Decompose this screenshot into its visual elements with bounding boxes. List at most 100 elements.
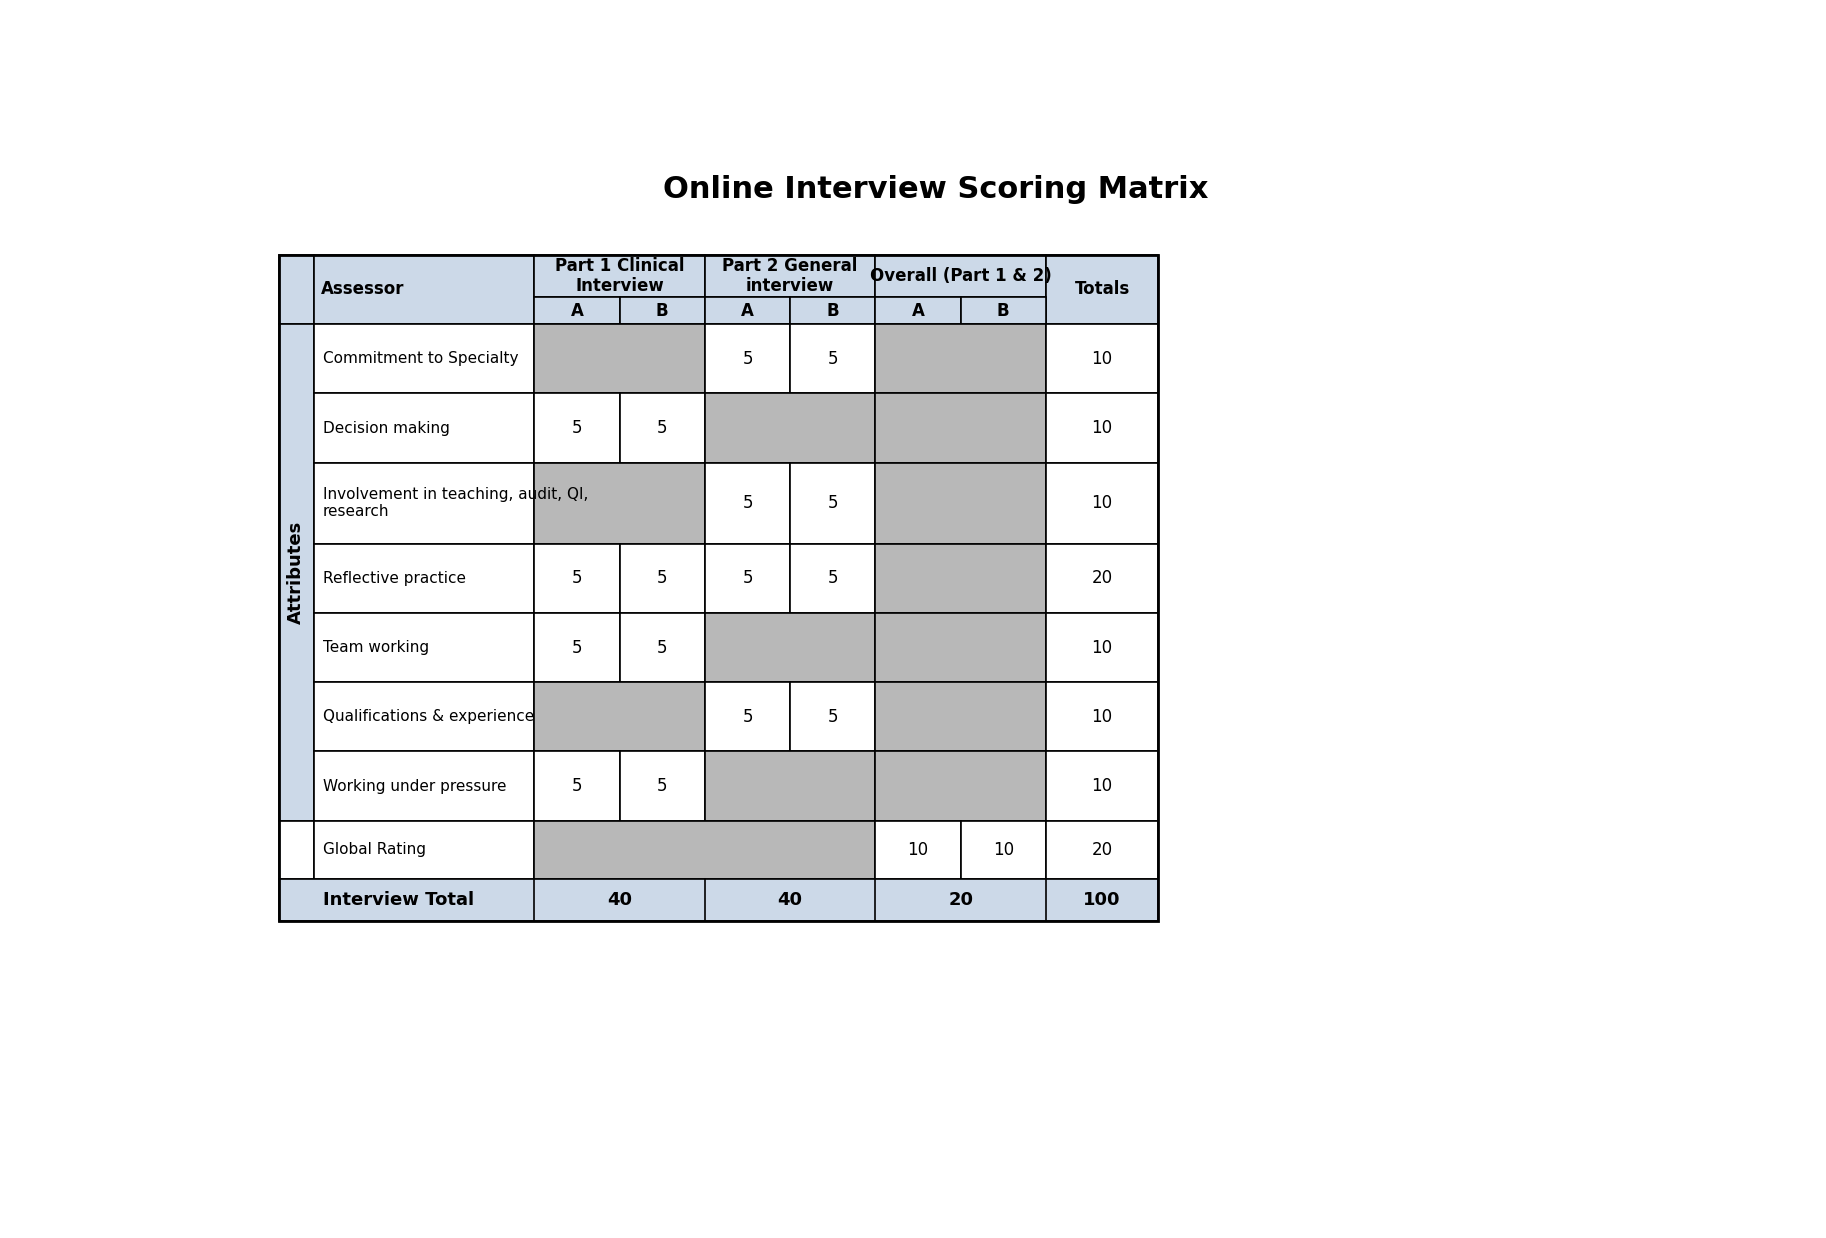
Bar [960, 297, 1046, 324]
Bar [875, 394, 1046, 463]
Bar [535, 324, 705, 394]
Text: 10: 10 [993, 841, 1013, 859]
Text: B: B [997, 302, 1010, 319]
Bar [960, 821, 1046, 879]
Text: 100: 100 [1083, 890, 1121, 909]
Bar [279, 821, 314, 879]
Bar [705, 682, 791, 751]
Text: Online Interview Scoring Matrix: Online Interview Scoring Matrix [663, 175, 1209, 204]
Bar [705, 255, 875, 297]
Text: 5: 5 [657, 569, 668, 587]
Text: B: B [827, 302, 840, 319]
Bar [619, 297, 705, 324]
Bar [875, 682, 1046, 751]
Bar [619, 394, 705, 463]
Bar [1046, 751, 1158, 821]
Text: 5: 5 [572, 777, 582, 795]
Bar [279, 255, 314, 324]
Bar [314, 751, 535, 821]
Bar [705, 463, 791, 543]
Text: 5: 5 [827, 494, 838, 513]
Text: 10: 10 [908, 841, 929, 859]
Bar [1046, 463, 1158, 543]
Bar [279, 879, 1158, 921]
Bar [791, 682, 875, 751]
Bar [705, 543, 791, 613]
Text: Reflective practice: Reflective practice [323, 571, 466, 586]
Text: 5: 5 [657, 777, 668, 795]
Text: 5: 5 [572, 420, 582, 437]
Bar [535, 682, 705, 751]
Text: 40: 40 [778, 890, 803, 909]
Bar [791, 543, 875, 613]
Bar [535, 613, 619, 682]
Bar [535, 255, 705, 297]
Bar [791, 463, 875, 543]
Text: Working under pressure: Working under pressure [323, 779, 506, 794]
Text: 5: 5 [741, 350, 752, 368]
Bar [1046, 821, 1158, 879]
Bar [314, 543, 535, 613]
Bar [705, 297, 791, 324]
Bar [705, 751, 875, 821]
Text: Global Rating: Global Rating [323, 842, 425, 857]
Bar [314, 255, 535, 324]
Text: B: B [656, 302, 668, 319]
Bar [1046, 682, 1158, 751]
Bar [314, 682, 535, 751]
Text: 10: 10 [1092, 494, 1112, 513]
Bar [535, 821, 875, 879]
Text: Overall (Part 1 & 2): Overall (Part 1 & 2) [869, 267, 1052, 285]
Bar [1046, 394, 1158, 463]
Text: Part 1 Clinical
Interview: Part 1 Clinical Interview [555, 256, 685, 296]
Bar [875, 751, 1046, 821]
Text: A: A [741, 302, 754, 319]
Text: A: A [570, 302, 584, 319]
Text: 10: 10 [1092, 639, 1112, 656]
Text: 20: 20 [1092, 569, 1112, 587]
Text: 10: 10 [1092, 420, 1112, 437]
Text: Decision making: Decision making [323, 421, 449, 436]
Bar [705, 324, 791, 394]
Text: 10: 10 [1092, 350, 1112, 368]
Bar [535, 751, 619, 821]
Text: 5: 5 [572, 569, 582, 587]
Bar [619, 751, 705, 821]
Bar [875, 821, 960, 879]
Text: A: A [911, 302, 924, 319]
Bar [535, 394, 619, 463]
Bar [875, 543, 1046, 613]
Text: Involvement in teaching, audit, QI,
research: Involvement in teaching, audit, QI, rese… [323, 487, 588, 520]
Text: 20: 20 [1092, 841, 1112, 859]
Bar [619, 543, 705, 613]
Text: 5: 5 [741, 708, 752, 725]
Text: 5: 5 [827, 708, 838, 725]
Bar [791, 324, 875, 394]
Bar [535, 297, 619, 324]
Text: 10: 10 [1092, 777, 1112, 795]
Bar [875, 324, 1046, 394]
Text: 5: 5 [657, 639, 668, 656]
Bar [875, 255, 1046, 297]
Bar [705, 613, 875, 682]
Text: Qualifications & experience: Qualifications & experience [323, 709, 533, 724]
Bar [1046, 255, 1158, 324]
Bar [875, 297, 960, 324]
Bar [314, 324, 535, 394]
Text: Totals: Totals [1074, 281, 1130, 298]
Bar [619, 613, 705, 682]
Bar [791, 297, 875, 324]
Bar [705, 394, 875, 463]
Text: 5: 5 [827, 569, 838, 587]
Bar [279, 255, 1158, 921]
Text: 5: 5 [827, 350, 838, 368]
Bar [279, 324, 314, 821]
Bar [314, 463, 535, 543]
Bar [314, 394, 535, 463]
Bar [1046, 324, 1158, 394]
Bar [535, 543, 619, 613]
Text: Team working: Team working [323, 640, 429, 655]
Bar [1046, 543, 1158, 613]
Bar [535, 463, 705, 543]
Text: Interview Total: Interview Total [323, 890, 475, 909]
